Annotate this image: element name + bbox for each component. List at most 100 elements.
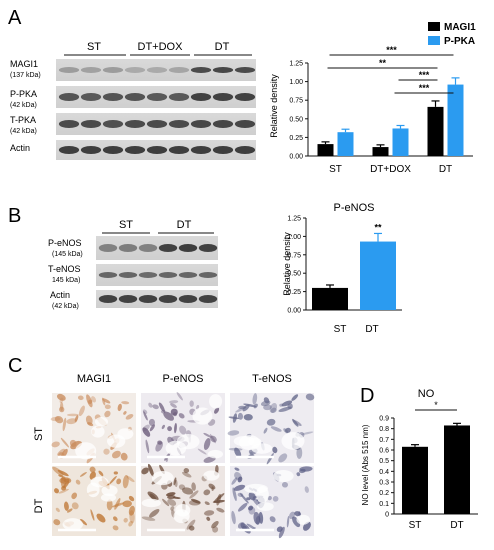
blot-band [234, 93, 256, 101]
blot-band [190, 93, 212, 101]
tissue-cell [197, 448, 207, 455]
tissue-cell [237, 476, 243, 483]
blot-a-row-labels: MAGI1 (137 kDa) P-PKA (42 kDa) T-PKA (42… [10, 59, 41, 153]
tissue-cell [169, 400, 179, 404]
tissue-cell [246, 523, 256, 530]
blot-band [178, 244, 198, 252]
tissue-cell [272, 496, 279, 502]
tissue-cell [278, 526, 285, 539]
tissue-cell [189, 400, 194, 407]
tissue-cell [98, 470, 104, 477]
tissue-cell [281, 482, 289, 488]
y-tick-label: 0.75 [287, 252, 301, 259]
group-label: ST [119, 219, 133, 231]
y-tick-label: 1.00 [287, 234, 301, 241]
bar [447, 84, 464, 156]
blot-band [102, 67, 124, 73]
x-tick-label: ST [329, 164, 342, 175]
bar [392, 128, 409, 156]
tissue-cell [58, 488, 69, 494]
tissue-cell [64, 501, 69, 511]
tissue-cell [298, 511, 301, 517]
alveolar-space [94, 417, 109, 427]
significance-label: *** [419, 70, 430, 80]
tissue-cell [63, 478, 70, 483]
tissue-cell [91, 396, 97, 403]
blot-band [178, 295, 198, 303]
tissue-cell [188, 499, 201, 506]
panel-letter-b: B [8, 205, 21, 227]
tissue-cell [80, 518, 88, 526]
tissue-cell [249, 451, 253, 457]
blot-band [124, 93, 146, 101]
tissue-cell [106, 499, 113, 511]
tissue-cell [243, 413, 253, 421]
chart-d: NO NO level (Abs 515 nm) 0 0.1 0.2 0.3 0.4 0.… [361, 388, 478, 531]
blot-band [158, 272, 178, 278]
blot-row-name: T-eNOS [48, 264, 81, 274]
tissue-cell [53, 519, 61, 526]
blot-band [190, 67, 212, 73]
tissue-cell [128, 520, 133, 527]
y-tick-label: 0.5 [379, 458, 389, 465]
histology-column-label: P-eNOS [163, 373, 204, 385]
histology-column-label: T-eNOS [252, 373, 292, 385]
y-tick-label: 0 [385, 512, 389, 519]
tissue-cell [67, 413, 79, 417]
tissue-cell [252, 393, 258, 405]
tissue-cell [270, 407, 277, 413]
blot-band [80, 120, 102, 128]
tissue-cell [145, 439, 150, 454]
tissue-cell [242, 404, 250, 412]
group-label: DT [215, 41, 230, 53]
y-tick-label: 1.25 [287, 216, 301, 223]
tissue-cell [231, 510, 236, 525]
tissue-cell [113, 471, 118, 475]
significance-label: * [434, 400, 438, 410]
tissue-cell [301, 431, 314, 435]
tissue-cell [216, 507, 225, 513]
blot-band [212, 93, 234, 101]
y-tick-label: 0.2 [379, 490, 389, 497]
tissue-cell [234, 467, 240, 471]
bar [317, 144, 334, 156]
alveolar-space [192, 407, 213, 425]
tissue-cell [270, 426, 282, 432]
tissue-cell [167, 498, 177, 506]
x-tick-label: DT+DOX [370, 164, 411, 175]
alveolar-space [207, 449, 224, 459]
blot-band [98, 244, 118, 252]
blot-band [138, 244, 158, 252]
tissue-cell [114, 498, 121, 510]
histology-c: MAGI1 P-eNOS T-eNOS ST DT [33, 373, 315, 539]
tissue-cell [117, 403, 122, 412]
tissue-cell [212, 526, 219, 533]
tissue-cell [186, 519, 196, 530]
tissue-cell [296, 446, 303, 459]
blot-row-name: P-eNOS [48, 238, 82, 248]
tissue-cell [102, 397, 106, 406]
alveolar-space [101, 485, 118, 497]
histology-row-label: DT [33, 498, 45, 513]
blot-band [80, 146, 102, 154]
tissue-cell [278, 453, 288, 463]
blot-row-kda: (42 kDa) [10, 128, 37, 135]
tissue-cell [149, 509, 160, 518]
tissue-cell [292, 516, 301, 528]
tissue-cell [85, 415, 93, 425]
blot-band [168, 67, 190, 73]
blot-row-name: MAGI1 [10, 59, 38, 69]
blot-band [102, 120, 124, 128]
blot-band [146, 93, 168, 101]
tissue-cell [148, 418, 155, 426]
panel-letter-c: C [8, 355, 22, 377]
tissue-cell [170, 408, 178, 416]
tissue-cell [113, 516, 118, 522]
y-tick-label: 0.7 [379, 437, 389, 444]
blot-band [198, 295, 218, 303]
tissue-cell [208, 483, 216, 490]
blot-row-name: P-PKA [10, 89, 37, 99]
blot-band [58, 67, 80, 73]
tissue-cell [78, 405, 85, 417]
